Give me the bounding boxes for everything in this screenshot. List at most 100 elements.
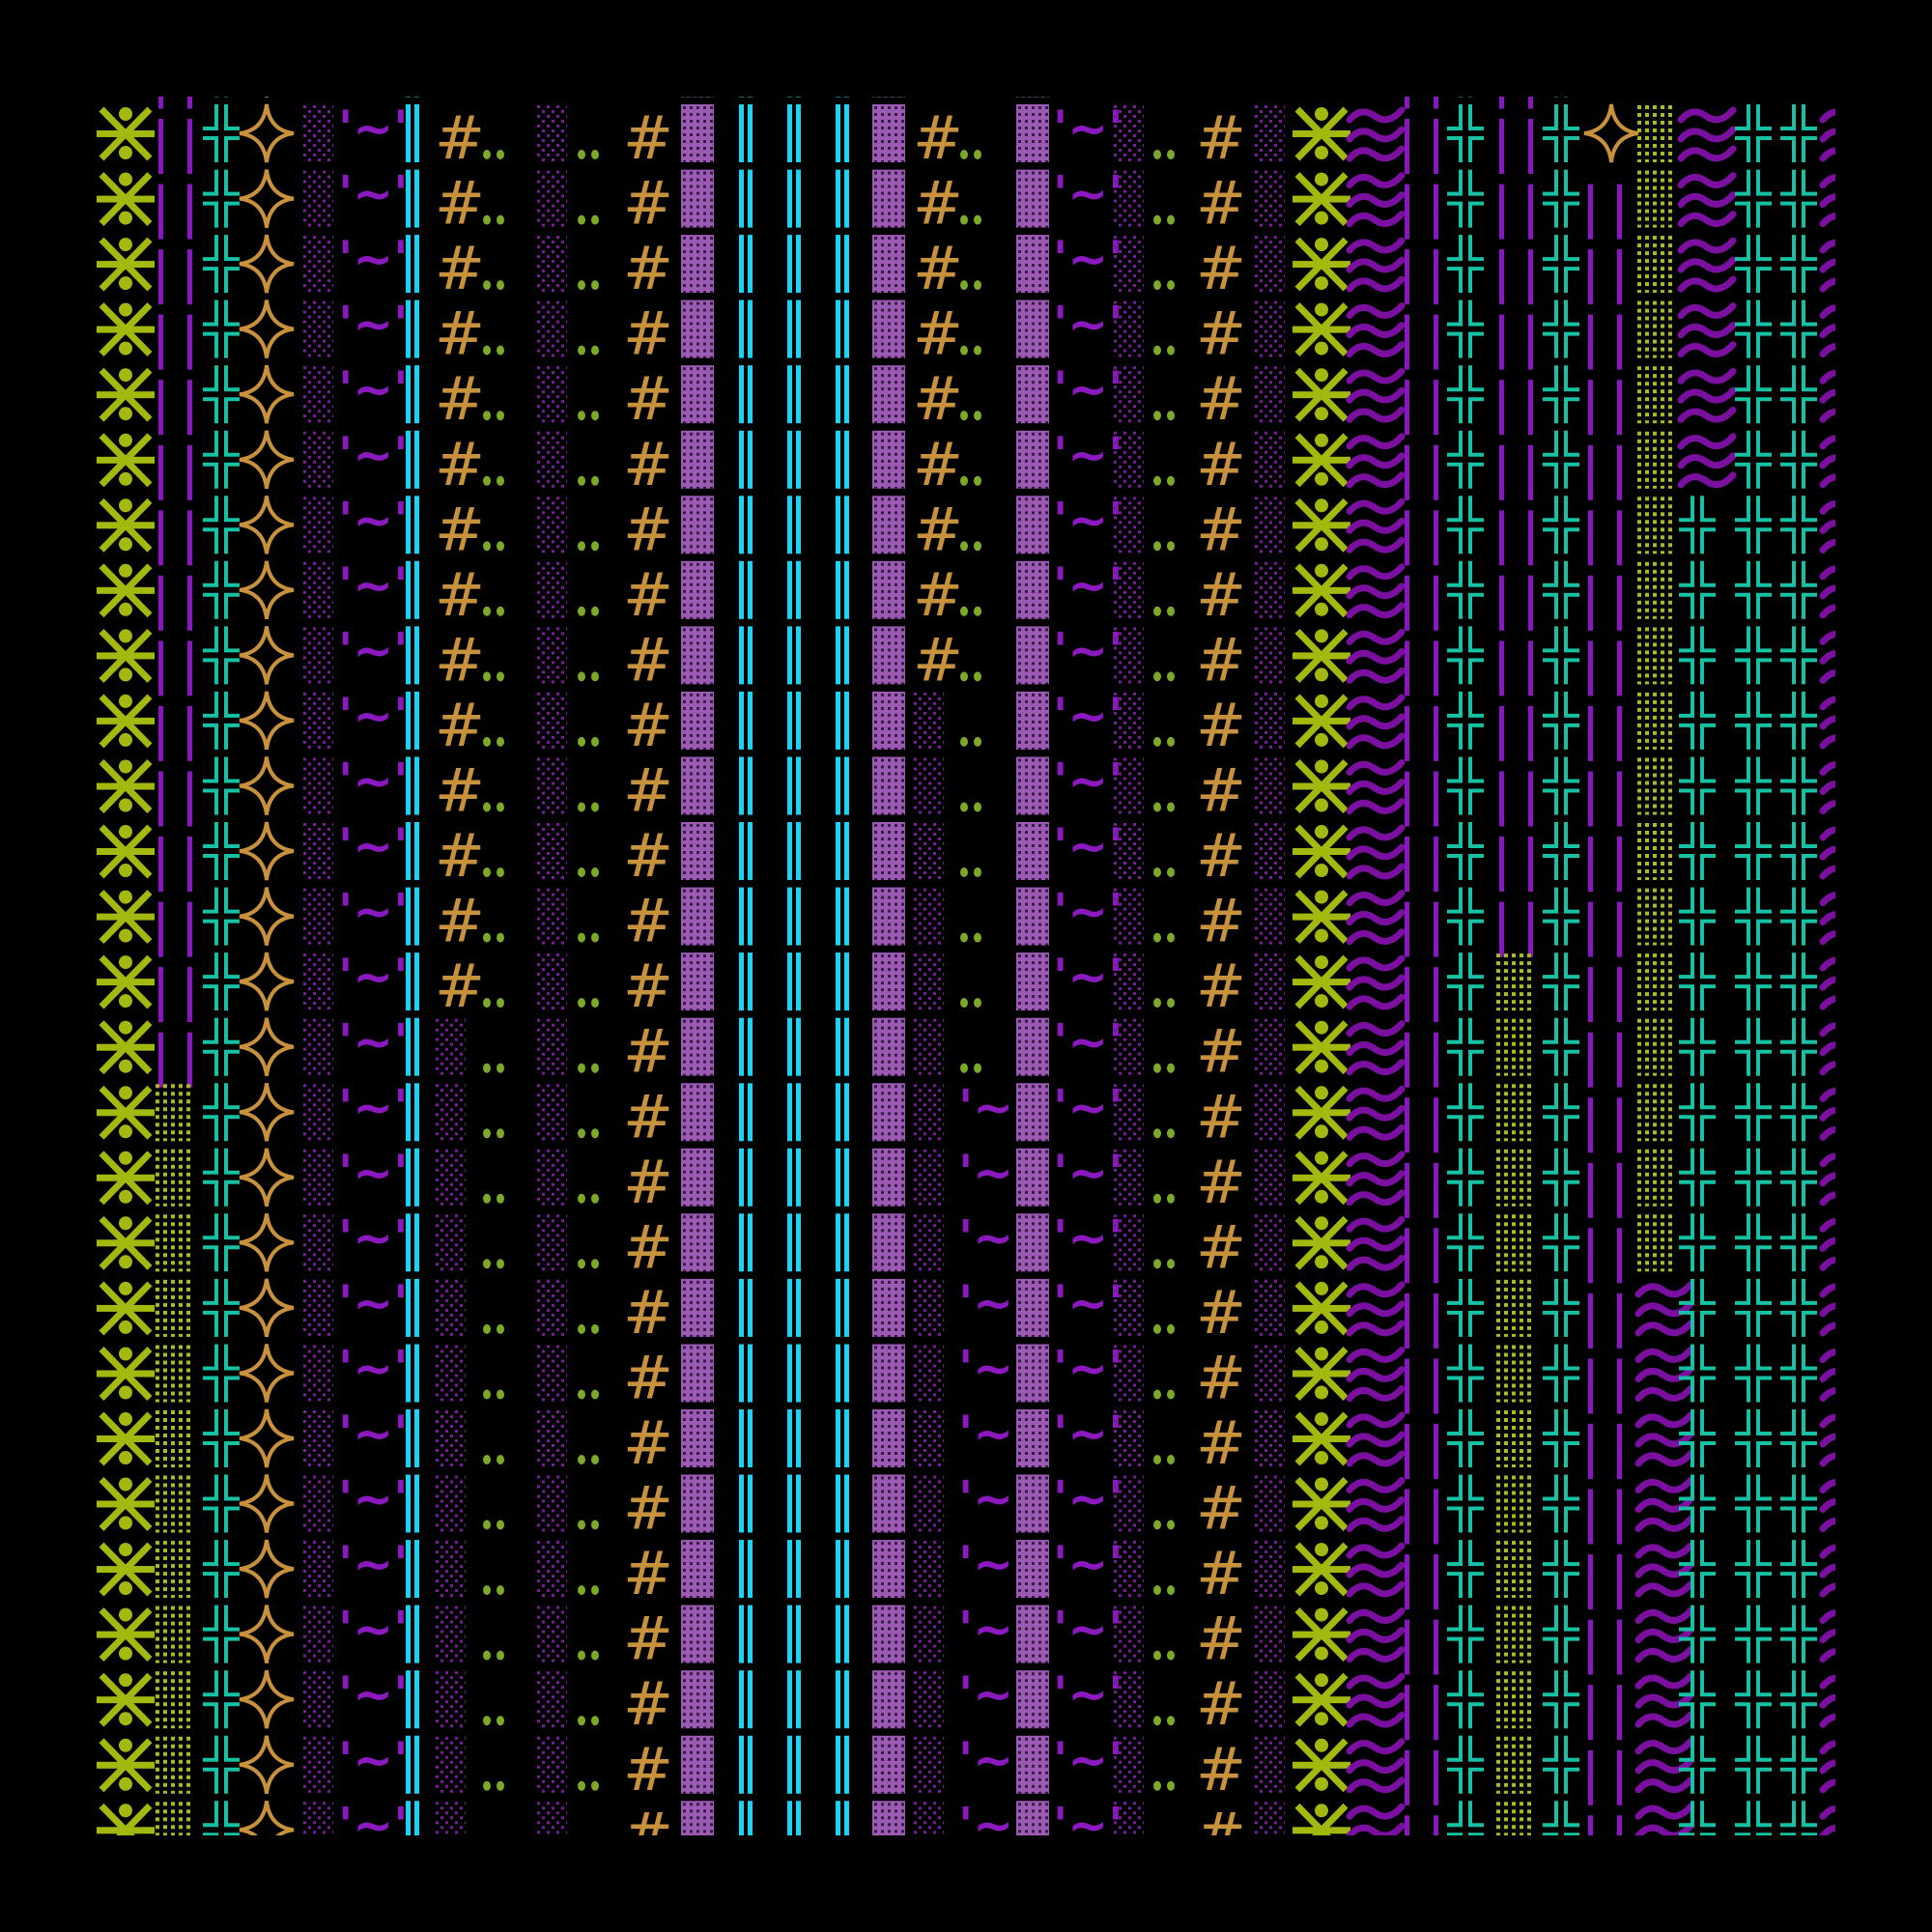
purple-dot-block-glyph xyxy=(536,235,567,294)
purple-dot-block-glyph xyxy=(1254,887,1285,946)
green-two-dots-glyph xyxy=(483,1520,504,1530)
lavender-grid-block-glyph xyxy=(1016,1735,1049,1794)
svg-text:'~': '~' xyxy=(338,884,409,940)
purple-dot-block-glyph xyxy=(302,1213,333,1272)
svg-text:#: # xyxy=(1196,363,1246,434)
double-bar-glyph xyxy=(1588,1097,1622,1153)
double-bar-glyph xyxy=(1588,640,1622,696)
cyan-double-line-glyph xyxy=(787,169,801,228)
glyph-column xyxy=(1735,104,1772,1835)
double-bar-glyph xyxy=(1405,1489,1438,1545)
cyan-double-line-glyph xyxy=(787,1801,801,1835)
green-two-dots-glyph xyxy=(1153,1063,1175,1073)
yellow-dot-block-glyph xyxy=(155,1083,193,1142)
hash-glyph: # xyxy=(623,1016,673,1087)
yellow-dot-block-glyph xyxy=(1495,1670,1534,1729)
green-two-dots-glyph xyxy=(483,998,504,1009)
cyan-double-line-glyph xyxy=(739,1735,753,1794)
triple-wave-glyph xyxy=(1346,1085,1406,1141)
x-figure-glyph xyxy=(97,1738,155,1793)
yellow-dot-block-glyph xyxy=(1495,1409,1534,1467)
double-bar-glyph xyxy=(158,444,192,500)
lavender-grid-block-glyph xyxy=(872,1801,905,1835)
double-bar-glyph xyxy=(158,119,192,174)
green-two-dots-glyph xyxy=(1153,671,1175,682)
double-cross-glyph xyxy=(203,1801,240,1835)
tilde-glyph: '~' xyxy=(338,688,409,744)
purple-dot-block-glyph xyxy=(913,1083,944,1142)
hash-glyph: # xyxy=(1196,1343,1246,1413)
tilde-glyph: '~' xyxy=(1053,427,1123,483)
hash-glyph: # xyxy=(623,951,673,1021)
x-figure-glyph xyxy=(97,563,155,618)
cyan-double-line-glyph xyxy=(739,1344,753,1403)
hash-glyph: # xyxy=(623,298,673,369)
green-two-dots-glyph xyxy=(1153,1455,1175,1464)
green-two-dots-glyph xyxy=(1153,1259,1175,1269)
hash-glyph: # xyxy=(623,1407,673,1478)
svg-text:#: # xyxy=(623,1604,673,1674)
double-bar-glyph xyxy=(1588,901,1622,957)
double-bar-glyph xyxy=(1405,510,1438,566)
lavender-grid-block-glyph xyxy=(1016,235,1049,294)
purple-dot-block-glyph xyxy=(1113,756,1144,815)
green-two-dots-glyph xyxy=(960,280,981,291)
four-point-star-glyph xyxy=(239,1344,295,1403)
hash-glyph: # xyxy=(623,429,673,499)
cyan-double-line-glyph xyxy=(406,691,419,750)
green-two-dots-glyph xyxy=(483,280,504,291)
x-figure-glyph xyxy=(97,1477,155,1531)
hash-glyph: # xyxy=(913,97,963,108)
yellow-dot-block-glyph xyxy=(155,1540,193,1599)
purple-dot-block-glyph xyxy=(536,1409,567,1467)
svg-text:'~': '~' xyxy=(1053,297,1123,353)
cyan-double-line-glyph xyxy=(406,365,419,424)
tilde-glyph: '~' xyxy=(338,427,409,483)
double-bar-glyph xyxy=(1588,1162,1622,1218)
cyan-double-line-glyph xyxy=(787,952,801,1011)
svg-text:'~': '~' xyxy=(1053,1471,1123,1527)
cyan-double-line-glyph xyxy=(787,365,801,424)
green-two-dots-glyph xyxy=(1153,867,1175,877)
cyan-double-line-glyph xyxy=(739,97,753,98)
hash-glyph: # xyxy=(1196,1147,1246,1217)
hash-glyph: # xyxy=(435,624,485,695)
glyph-column xyxy=(1583,103,1639,1835)
double-bar-glyph xyxy=(158,314,192,370)
svg-text:'~': '~' xyxy=(1053,1145,1123,1201)
x-figure-glyph xyxy=(97,1803,155,1835)
yellow-dot-block-glyph xyxy=(1636,560,1675,619)
double-bar-glyph xyxy=(1588,575,1622,631)
svg-text:#: # xyxy=(435,755,485,826)
tilde-glyph: '~' xyxy=(1053,361,1123,417)
lavender-grid-block-glyph xyxy=(1016,365,1049,424)
x-figure-glyph xyxy=(97,237,155,292)
cyan-double-line-glyph xyxy=(787,756,801,815)
purple-dot-block-glyph xyxy=(1254,1735,1285,1794)
x-figure-glyph xyxy=(97,1542,155,1597)
svg-text:'~': '~' xyxy=(1053,949,1123,1005)
cyan-double-line-glyph xyxy=(406,1605,419,1663)
lavender-grid-block-glyph xyxy=(872,299,905,358)
yellow-dot-block-glyph xyxy=(155,1801,193,1835)
purple-dot-block-glyph xyxy=(1254,560,1285,619)
four-point-star-glyph xyxy=(239,887,295,946)
cyan-double-line-glyph xyxy=(406,1409,419,1467)
cyan-double-line-glyph xyxy=(836,952,849,1011)
purple-dot-block-glyph xyxy=(302,560,333,619)
hash-glyph: # xyxy=(1196,559,1246,630)
cyan-double-line-glyph xyxy=(739,1409,753,1467)
hash-glyph: # xyxy=(1196,1538,1246,1608)
cyan-double-line-glyph xyxy=(836,1148,849,1207)
double-bar-glyph xyxy=(158,184,192,240)
triple-wave-glyph xyxy=(1819,1217,1835,1271)
green-two-dots-glyph xyxy=(483,1259,504,1269)
cyan-double-line-glyph xyxy=(787,691,801,750)
green-two-dots-glyph xyxy=(483,1585,504,1596)
glyph-column xyxy=(1405,97,1438,1835)
purple-dot-block-glyph xyxy=(435,1474,466,1533)
cyan-double-line-glyph xyxy=(836,1735,849,1794)
green-two-dots-glyph xyxy=(1153,345,1175,355)
green-two-dots-glyph xyxy=(483,214,504,225)
svg-text:#: # xyxy=(623,1211,673,1282)
